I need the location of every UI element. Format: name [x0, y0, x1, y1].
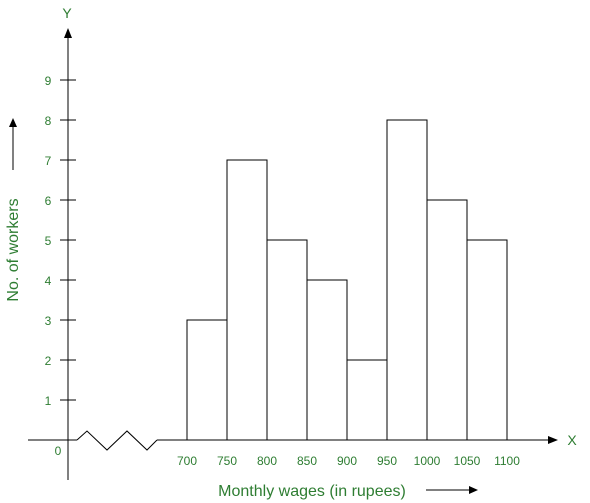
bars-group	[186, 119, 508, 441]
x-axis-break-zigzag	[76, 430, 158, 451]
x-tick-label-900: 900	[337, 454, 357, 468]
y-axis-title: No. of workers	[5, 198, 22, 301]
bar-900-950	[346, 359, 388, 441]
x-ticks-group: 700 750 800 850 900 950 1000 1050 1100	[177, 454, 520, 468]
origin-label: 0	[55, 444, 62, 458]
x-tick-label-750: 750	[217, 454, 237, 468]
y-axis-arrowhead	[64, 28, 72, 38]
x-axis-arrowhead	[548, 436, 558, 444]
bar-950-1000	[386, 119, 428, 441]
x-title-arrowhead	[469, 486, 478, 494]
x-axis-letter: X	[567, 432, 577, 448]
bar-850-900	[306, 279, 348, 441]
x-tick-label-1000: 1000	[414, 454, 441, 468]
y-ticks-group: 1 2 3 4 5 6 7 8 9	[45, 74, 76, 408]
y-tick-label-3: 3	[45, 314, 52, 328]
y-tick-label-5: 5	[45, 234, 52, 248]
bar-1050-1100	[466, 239, 508, 441]
bar-750-800	[226, 159, 268, 441]
axes-group	[28, 28, 558, 480]
bar-700-750	[186, 319, 228, 441]
y-tick-label-6: 6	[45, 194, 52, 208]
x-tick-label-950: 950	[377, 454, 397, 468]
bar-1000-1050	[426, 199, 468, 441]
y-title-arrowhead	[9, 118, 17, 127]
bar-800-850	[266, 239, 308, 441]
y-axis-letter: Y	[62, 5, 72, 21]
x-tick-label-700: 700	[177, 454, 197, 468]
y-tick-label-8: 8	[45, 114, 52, 128]
y-tick-label-2: 2	[45, 354, 52, 368]
x-tick-label-1100: 1100	[494, 454, 520, 468]
x-tick-label-850: 850	[297, 454, 317, 468]
y-tick-label-1: 1	[45, 394, 52, 408]
x-tick-label-1050: 1050	[454, 454, 481, 468]
x-tick-label-800: 800	[257, 454, 277, 468]
y-tick-label-4: 4	[45, 274, 52, 288]
x-axis-title: Monthly wages (in rupees)	[218, 483, 406, 500]
y-tick-label-7: 7	[45, 154, 52, 168]
y-tick-label-9: 9	[45, 74, 52, 88]
